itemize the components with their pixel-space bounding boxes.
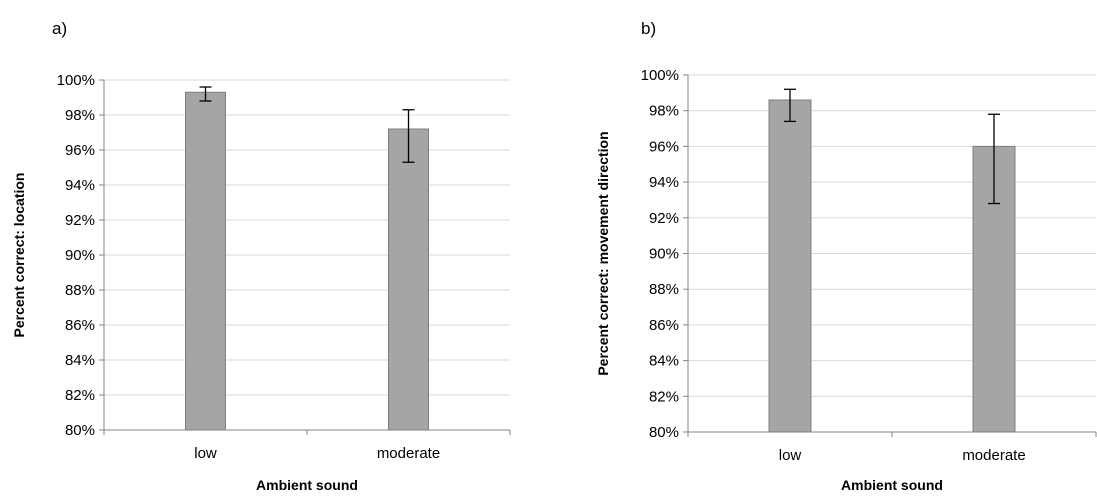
y-tick-label: 90%	[65, 247, 95, 264]
y-tick-label: 92%	[649, 210, 679, 227]
y-tick-label: 94%	[65, 177, 95, 194]
x-tick-label-low: low	[779, 447, 802, 464]
x-tick-label-low: low	[194, 445, 217, 462]
y-tick-label: 86%	[649, 317, 679, 334]
bar-moderate	[388, 128, 429, 431]
y-tick-label: 84%	[65, 352, 95, 369]
y-tick-label: 80%	[649, 424, 679, 441]
y-tick-label: 90%	[649, 246, 679, 263]
panel-label: a)	[52, 19, 67, 38]
y-tick-label: 88%	[649, 281, 679, 298]
y-tick-label: 92%	[65, 212, 95, 229]
x-axis-title: Ambient sound	[256, 477, 358, 493]
y-tick-label: 82%	[649, 388, 679, 405]
y-tick-label: 98%	[65, 107, 95, 124]
y-tick-label: 86%	[65, 317, 95, 334]
x-axis-title: Ambient sound	[841, 477, 943, 493]
y-tick-label: 98%	[649, 103, 679, 120]
bar-low	[768, 99, 812, 433]
y-tick-label: 80%	[65, 422, 95, 439]
y-tick-label: 82%	[65, 387, 95, 404]
y-tick-label: 88%	[65, 282, 95, 299]
bar-moderate	[972, 145, 1016, 433]
y-tick-label: 100%	[641, 67, 679, 84]
y-tick-label: 96%	[65, 142, 95, 159]
y-axis-title: Percent correct: location	[11, 173, 27, 338]
panel-label: b)	[641, 19, 656, 38]
y-tick-label: 100%	[57, 72, 95, 89]
y-tick-label: 94%	[649, 174, 679, 191]
bar-low	[185, 91, 226, 431]
y-tick-label: 96%	[649, 138, 679, 155]
y-axis-title: Percent correct: movement direction	[595, 131, 611, 375]
x-tick-label-moderate: moderate	[377, 445, 440, 462]
y-tick-label: 84%	[649, 353, 679, 370]
x-tick-label-moderate: moderate	[962, 447, 1025, 464]
